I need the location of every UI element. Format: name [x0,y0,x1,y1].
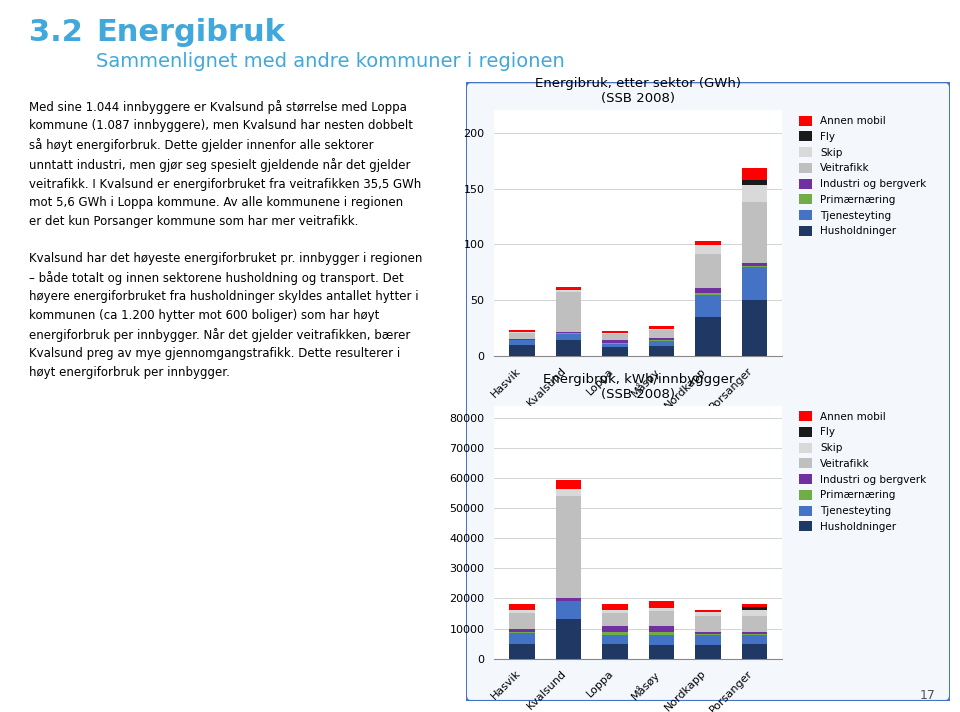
Bar [649,326,674,329]
Bar [603,632,628,634]
Bar [603,333,628,334]
Bar [695,293,721,295]
Bar [649,634,674,645]
Bar [603,610,628,614]
Title: Energibruk, etter sektor (GWh)
(SSB 2008): Energibruk, etter sektor (GWh) (SSB 2008… [536,77,741,105]
Bar [510,333,535,339]
Bar [603,347,628,356]
Bar [603,342,628,344]
Bar [695,241,721,246]
Bar [556,340,582,356]
Bar [695,254,721,288]
Bar [742,169,767,179]
Bar [556,619,582,659]
Bar [603,604,628,610]
Bar [510,345,535,356]
Text: 3.2: 3.2 [29,18,83,47]
Bar [556,598,582,601]
Bar [742,300,767,356]
Bar [695,617,721,632]
Text: 17: 17 [920,689,936,702]
Bar [695,634,721,645]
Bar [649,627,674,632]
Bar [510,340,535,345]
Bar [649,612,674,627]
Text: Med sine 1.044 innbyggere er Kvalsund på størrelse med Loppa
kommune (1.087 innb: Med sine 1.044 innbyggere er Kvalsund på… [29,100,422,379]
Legend: Annen mobil, Fly, Skip, Veitrafikk, Industri og bergverk, Primærnæring, Tjeneste: Annen mobil, Fly, Skip, Veitrafikk, Indu… [799,115,926,236]
Bar [695,246,721,254]
Bar [510,610,535,614]
Bar [742,267,767,300]
Bar [742,185,767,202]
Bar [742,607,767,610]
Bar [603,340,628,342]
Bar [556,496,582,598]
Bar [695,632,721,634]
Bar [695,317,721,356]
Bar [556,602,582,619]
Bar [695,645,721,659]
Bar [742,266,767,267]
Bar [742,610,767,616]
Bar [649,338,674,340]
Bar [510,604,535,610]
Bar [695,295,721,317]
Bar [556,332,582,333]
Bar [742,634,767,644]
Bar [695,612,721,617]
Bar [603,614,628,626]
Bar [742,616,767,632]
Bar [556,481,582,489]
FancyBboxPatch shape [466,82,950,701]
Bar [510,339,535,340]
Bar [603,344,628,347]
Bar [556,287,582,290]
Text: Energibruk: Energibruk [96,18,285,47]
Bar [742,632,767,634]
Bar [649,645,674,659]
Bar [510,644,535,659]
Bar [742,604,767,607]
Bar [649,340,674,342]
Bar [603,644,628,659]
Bar [649,608,674,612]
Bar [742,263,767,266]
Bar [603,331,628,333]
Bar [695,288,721,293]
Bar [695,610,721,612]
Bar [510,629,535,632]
Bar [649,346,674,356]
Bar [510,614,535,629]
Bar [649,601,674,608]
Bar [556,293,582,332]
Bar [510,332,535,333]
Bar [556,290,582,293]
Bar [742,179,767,185]
Bar [510,633,535,644]
Bar [556,489,582,496]
Bar [510,632,535,633]
Bar [649,632,674,634]
Bar [742,202,767,263]
Bar [649,330,674,338]
Bar [510,330,535,332]
Bar [603,334,628,340]
Legend: Annen mobil, Fly, Skip, Veitrafikk, Industri og bergverk, Primærnæring, Tjeneste: Annen mobil, Fly, Skip, Veitrafikk, Indu… [799,411,926,532]
Bar [556,334,582,340]
Bar [603,634,628,644]
Bar [649,329,674,330]
Bar [742,644,767,659]
Title: Energibruk, kWh/innbyggger
(SSB 2008): Energibruk, kWh/innbyggger (SSB 2008) [542,372,734,401]
Bar [603,626,628,632]
Text: Sammenlignet med andre kommuner i regionen: Sammenlignet med andre kommuner i region… [96,52,564,71]
Bar [649,342,674,346]
